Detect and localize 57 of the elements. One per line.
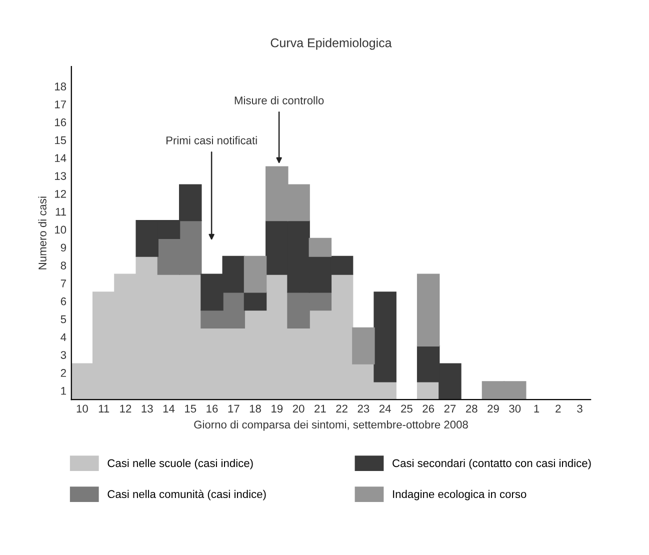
annotation: Primi casi notificati: [166, 136, 257, 144]
y-tick-label: 13: [55, 172, 66, 180]
y-tick-label: 11: [56, 208, 66, 216]
x-tick-label: 21: [314, 404, 326, 413]
bar: [244, 292, 267, 311]
bar: [352, 327, 375, 364]
x-tick-label: 1: [534, 404, 540, 413]
y-tick-label: 7: [60, 280, 66, 288]
y-tick-label: 10: [55, 226, 66, 234]
y-tick-label: 18: [55, 82, 66, 90]
y-tick-label: 2: [60, 369, 66, 377]
bar: [374, 292, 396, 382]
x-tick-label: 30: [509, 404, 521, 413]
legend-label: Casi nella comunità (casi indice): [108, 490, 266, 500]
legend-label: Indagine ecologica in corso: [393, 490, 526, 500]
y-tick-label: 8: [60, 262, 66, 270]
x-tick-label: 11: [98, 404, 110, 413]
bar: [308, 238, 332, 257]
y-tick-label: 16: [55, 118, 66, 126]
annotation: Misure di controllo: [234, 96, 324, 104]
x-tick-label: 26: [422, 404, 434, 413]
x-tick-label: 10: [76, 404, 88, 413]
chart-title: Curva Epidemiologica: [270, 38, 392, 50]
x-tick-label: 20: [292, 404, 304, 413]
y-tick-label: 6: [60, 297, 66, 306]
x-tick-label: 24: [379, 404, 391, 413]
y-tick-label: 5: [60, 315, 66, 324]
y-tick-label: 14: [55, 154, 66, 162]
y-tick-label: 4: [60, 333, 66, 341]
y-tick-label: 15: [55, 136, 66, 144]
y-tick-label: 3: [60, 351, 66, 359]
legend-label: Casi nelle scuole (casi indice): [108, 458, 253, 470]
x-tick-label: 12: [120, 404, 132, 413]
y-axis-title: Numero di casi: [38, 196, 46, 270]
x-tick-label: 2: [556, 404, 561, 413]
x-tick-label: 18: [250, 404, 261, 413]
x-tick-label: 19: [272, 404, 283, 413]
legend-label: Casi secondari (contatto con casi indice): [392, 458, 591, 470]
x-tick-label: 14: [163, 404, 175, 413]
x-tick-label: 17: [228, 404, 240, 413]
x-tick-label: 28: [466, 404, 478, 413]
x-tick-label: 23: [358, 404, 370, 413]
x-tick-label: 13: [142, 404, 153, 413]
x-tick-label: 15: [185, 404, 196, 413]
y-tick-label: 12: [55, 190, 66, 198]
y-tick-label: 9: [60, 244, 66, 252]
y-tick-label: 17: [55, 100, 66, 108]
x-tick-label: 16: [206, 404, 218, 413]
bar: [416, 274, 440, 346]
x-tick-label: 22: [336, 404, 348, 413]
x-axis-title: Giorno di comparsa dei sintomi, settembre-ottobre 2008: [194, 420, 468, 431]
bar: [244, 256, 267, 293]
x-tick-label: 29: [488, 404, 499, 413]
y-tick-label: 1: [61, 387, 66, 395]
x-tick-label: 25: [401, 404, 412, 413]
x-tick-label: 27: [444, 404, 456, 413]
x-tick-label: 3: [577, 404, 582, 413]
